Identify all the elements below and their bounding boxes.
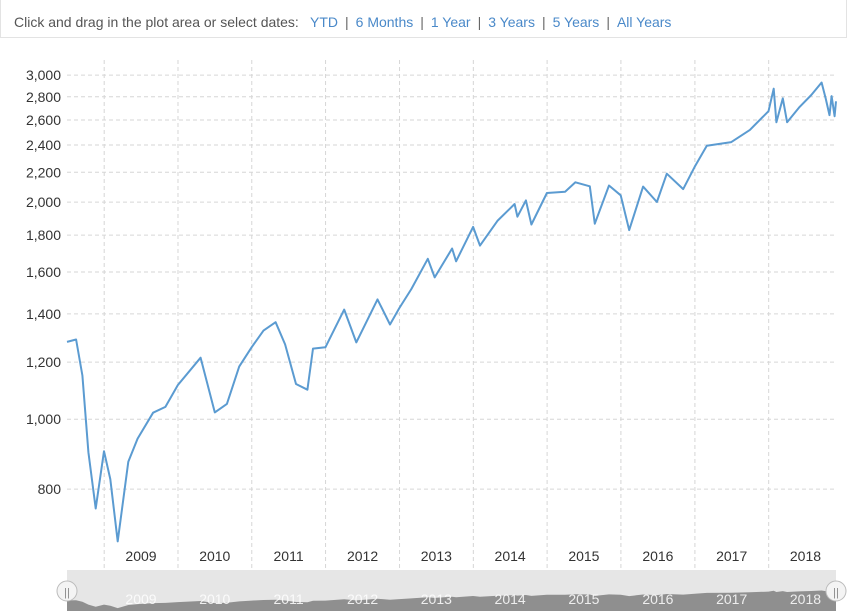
line-chart[interactable]: 800 1,000 1,200 1,400 1,600 1,800 2,000 2,200 2,… bbox=[0, 38, 847, 616]
x-axis-tick-labels: 2009 2010 2011 2012 2013 2014 2015 2016 2017 2018 bbox=[125, 548, 821, 564]
navigator-left-handle[interactable]: || bbox=[56, 580, 78, 602]
navigator-year-label: 2014 bbox=[495, 591, 526, 607]
x-tick-label: 2010 bbox=[199, 548, 230, 564]
y-axis-tick-labels: 800 1,000 1,200 1,400 1,600 1,800 2,000 2,200 2,… bbox=[26, 67, 61, 497]
y-tick-label: 2,800 bbox=[26, 89, 61, 105]
x-tick-label: 2015 bbox=[568, 548, 599, 564]
separator: | bbox=[477, 14, 482, 30]
x-tick-label: 2012 bbox=[347, 548, 378, 564]
y-tick-label: 1,400 bbox=[26, 306, 61, 322]
y-tick-label: 2,000 bbox=[26, 194, 61, 210]
navigator-labels: 2009 2010 2011 2012 2013 2014 2015 2016 2017 2018 bbox=[125, 591, 821, 607]
grip-icon: || bbox=[64, 587, 70, 599]
range-6-months-button[interactable]: 6 Months bbox=[355, 14, 414, 30]
separator: | bbox=[420, 14, 424, 30]
range-1-year-button[interactable]: 1 Year bbox=[430, 14, 471, 30]
separator: | bbox=[606, 14, 610, 30]
range-5-years-button[interactable]: 5 Years bbox=[552, 14, 600, 30]
range-prompt: Click and drag in the plot area or selec… bbox=[14, 14, 299, 30]
range-3-years-button[interactable]: 3 Years bbox=[488, 14, 535, 30]
navigator-year-label: 2013 bbox=[421, 591, 452, 607]
navigator-year-label: 2009 bbox=[125, 591, 156, 607]
range-buttons: YTD | 6 Months | 1 Year | 3 Years | 5 Years | All … bbox=[310, 14, 671, 30]
handle-knob[interactable] bbox=[825, 580, 847, 602]
range-ytd-button[interactable]: YTD bbox=[310, 14, 338, 30]
separator: | bbox=[541, 14, 546, 30]
y-tick-label: 1,800 bbox=[26, 227, 61, 243]
handle-knob[interactable] bbox=[56, 580, 78, 602]
separator: | bbox=[345, 14, 349, 30]
y-tick-label: 2,400 bbox=[26, 137, 61, 153]
y-tick-label: 2,200 bbox=[26, 164, 61, 180]
navigator-right-handle[interactable]: || bbox=[825, 580, 847, 602]
x-tick-label: 2017 bbox=[716, 548, 747, 564]
navigator-year-label: 2018 bbox=[790, 591, 821, 607]
y-tick-label: 3,000 bbox=[26, 67, 61, 83]
y-tick-label: 800 bbox=[38, 481, 62, 497]
x-tick-label: 2011 bbox=[274, 548, 304, 564]
y-tick-label: 1,200 bbox=[26, 354, 61, 370]
navigator-year-label: 2015 bbox=[568, 591, 599, 607]
navigator-year-label: 2011 bbox=[274, 591, 304, 607]
date-navigator[interactable]: 2009 2010 2011 2012 2013 2014 2015 2016 2017 2018… bbox=[56, 570, 847, 611]
y-tick-label: 1,000 bbox=[26, 411, 61, 427]
navigator-area bbox=[67, 590, 836, 611]
y-tick-label: 2,600 bbox=[26, 112, 61, 128]
navigator-year-label: 2010 bbox=[199, 591, 230, 607]
x-tick-label: 2016 bbox=[642, 548, 673, 564]
range-selector-bar: Click and drag in the plot area or selec… bbox=[0, 0, 847, 38]
gridlines bbox=[67, 60, 836, 580]
index-price-line bbox=[66, 81, 837, 543]
navigator-year-label: 2017 bbox=[716, 591, 747, 607]
y-tick-label: 1,600 bbox=[26, 264, 61, 280]
navigator-year-label: 2012 bbox=[347, 591, 378, 607]
grip-icon: || bbox=[833, 587, 839, 599]
navigator-year-label: 2016 bbox=[642, 591, 673, 607]
x-tick-label: 2014 bbox=[495, 548, 526, 564]
x-tick-label: 2013 bbox=[421, 548, 452, 564]
x-tick-label: 2009 bbox=[125, 548, 156, 564]
x-tick-label: 2018 bbox=[790, 548, 821, 564]
range-all-years-button[interactable]: All Years bbox=[616, 14, 672, 30]
